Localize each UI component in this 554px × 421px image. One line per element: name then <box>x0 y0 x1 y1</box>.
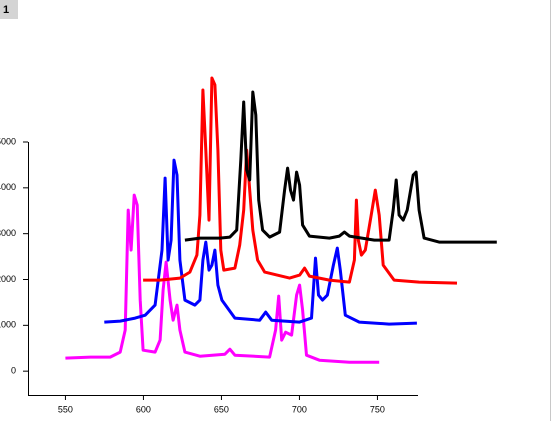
x-tick-label: 750 <box>370 404 385 414</box>
y-tick-label: 0 <box>11 366 16 376</box>
x-tick-label: 600 <box>136 404 151 414</box>
series-line <box>65 193 380 364</box>
layer-tag <box>0 0 18 19</box>
x-tick-label: 700 <box>292 404 307 414</box>
x-tick-label: 550 <box>58 404 73 414</box>
y-tick-label: 1000 <box>0 320 16 330</box>
y-tick-label: 4000 <box>0 182 16 192</box>
series-line <box>104 158 417 326</box>
series-line <box>143 76 458 285</box>
layer-label: 1 <box>3 4 9 16</box>
y-tick-label: 2000 <box>0 274 16 284</box>
y-tick-label: 3000 <box>0 228 16 238</box>
x-tick-label: 650 <box>214 404 229 414</box>
series-line <box>184 90 497 244</box>
